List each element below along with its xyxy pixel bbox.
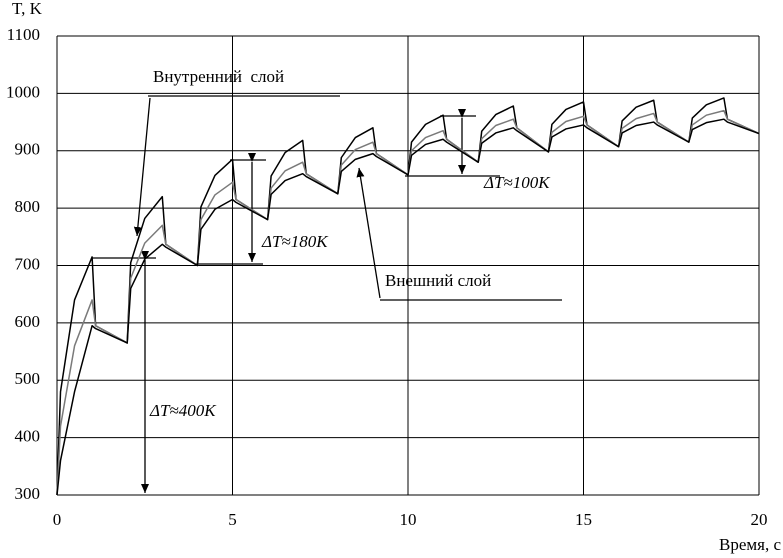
leader-arrow bbox=[133, 97, 151, 237]
annotation: ΔT≈100K bbox=[483, 173, 551, 192]
y-tick-label: 300 bbox=[15, 484, 41, 503]
annotation-shapes bbox=[92, 95, 562, 493]
y-tick-label: 600 bbox=[15, 312, 41, 331]
y-tick-label: 1100 bbox=[7, 25, 40, 44]
y-tick-label: 800 bbox=[15, 197, 41, 216]
annotation: ΔT≈400K bbox=[149, 401, 217, 420]
y-tick-label: 700 bbox=[15, 254, 41, 273]
x-tick-label: 5 bbox=[228, 510, 237, 529]
x-tick-label: 0 bbox=[53, 510, 62, 529]
series-line bbox=[56, 118, 760, 496]
y-axis-label: T, K bbox=[12, 0, 43, 18]
y-tick-label: 1000 bbox=[6, 82, 40, 101]
annotation: Внутренний слой bbox=[153, 67, 284, 86]
x-tick-label: 15 bbox=[575, 510, 592, 529]
x-axis-label: Время, с bbox=[719, 535, 781, 554]
y-tick-label: 400 bbox=[15, 427, 41, 446]
x-tick-label: 10 bbox=[400, 510, 417, 529]
leader-arrow bbox=[356, 167, 381, 299]
annotation: Внешний слой bbox=[385, 271, 491, 290]
y-tick-label: 500 bbox=[15, 369, 41, 388]
y-tick-label: 900 bbox=[15, 140, 41, 159]
x-tick-label: 20 bbox=[751, 510, 768, 529]
annotation: ΔT≈180K bbox=[261, 232, 329, 251]
